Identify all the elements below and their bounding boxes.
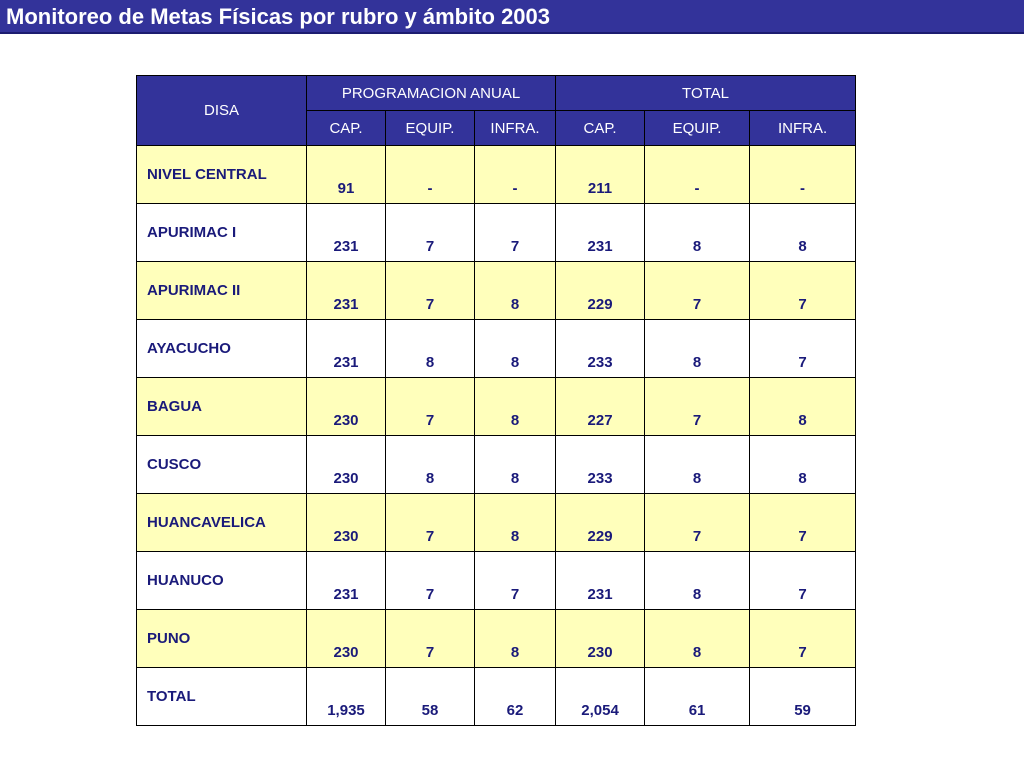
column-header-total: TOTAL [555, 75, 857, 111]
table-cell: 231 [555, 203, 646, 262]
table-cell: 7 [644, 377, 751, 436]
table-cell: 8 [473, 435, 557, 494]
table-row: HUANUCO 231 7 7 231 8 7 [136, 551, 857, 610]
table-cell: 1,935 [306, 667, 386, 726]
column-header-total-infra: INFRA. [749, 110, 857, 146]
header-row-groups: DISA PROGRAMACION ANUAL TOTAL [136, 75, 857, 146]
table-cell: - [473, 145, 557, 204]
row-label-disa: APURIMAC II [136, 261, 307, 320]
column-header-programacion-anual: PROGRAMACION ANUAL [305, 75, 557, 111]
table-cell: 2,054 [555, 667, 646, 726]
table-cell: 8 [473, 261, 557, 320]
column-header-total-equip: EQUIP. [644, 110, 751, 146]
table-cell: 230 [555, 609, 646, 668]
table-cell: 59 [749, 667, 857, 726]
table-cell: 211 [555, 145, 646, 204]
table-cell: 7 [385, 551, 475, 610]
table-cell: 61 [644, 667, 751, 726]
table-cell: 8 [644, 319, 751, 378]
table-cell: 7 [644, 493, 751, 552]
column-header-infra: INFRA. [473, 110, 557, 146]
table-row: NIVEL CENTRAL 91- -211- - [136, 145, 857, 204]
table-cell: - [749, 145, 857, 204]
table-row: TOTAL 1,935 58 62 2,054 61 59 [136, 667, 857, 726]
table-cell: 8 [473, 319, 557, 378]
table-cell: 8 [473, 377, 557, 436]
table-cell: 231 [306, 551, 386, 610]
table-row: HUANCAVELICA 230 7 8 229 7 7 [136, 493, 857, 552]
table-cell: 7 [385, 261, 475, 320]
table-cell: 7 [473, 551, 557, 610]
row-label-disa: PUNO [136, 609, 307, 668]
table-row: APURIMAC II 231 7 8 229 7 7 [136, 261, 857, 320]
row-label-disa: CUSCO [136, 435, 307, 494]
table-cell: 8 [385, 319, 475, 378]
table-cell: 8 [473, 493, 557, 552]
metas-table: DISA PROGRAMACION ANUAL TOTAL CAP. EQUIP… [136, 75, 857, 726]
row-label-disa: APURIMAC I [136, 203, 307, 262]
table-cell: 7 [385, 609, 475, 668]
table-cell: 8 [644, 551, 751, 610]
table-cell: 7 [473, 203, 557, 262]
title-bar: Monitoreo de Metas Físicas por rubro y á… [0, 0, 1024, 34]
table-cell: 7 [385, 203, 475, 262]
table-body: NIVEL CENTRAL 91- -211- - APURIMAC I 231 7 7 231… [136, 145, 857, 726]
table-cell: 62 [473, 667, 557, 726]
row-label-disa: HUANUCO [136, 551, 307, 610]
table-cell: 7 [749, 551, 857, 610]
table-cell: 8 [749, 203, 857, 262]
row-label-disa: NIVEL CENTRAL [136, 145, 307, 204]
table-cell: 8 [644, 609, 751, 668]
table-cell: 7 [385, 493, 475, 552]
column-header-total-cap: CAP. [555, 110, 646, 146]
table-cell: 229 [555, 493, 646, 552]
page-title: Monitoreo de Metas Físicas por rubro y á… [6, 4, 551, 29]
table-cell: 230 [306, 377, 386, 436]
table-cell: 7 [644, 261, 751, 320]
table-cell: 231 [306, 203, 386, 262]
header-row-subcolumns: CAP. EQUIP. INFRA. CAP. EQUIP. INFRA. [137, 110, 857, 146]
table-row: BAGUA 230 7 8 227 7 8 [136, 377, 857, 436]
table-cell: 8 [749, 435, 857, 494]
table-cell: - [385, 145, 475, 204]
table-cell: 7 [749, 261, 857, 320]
table-cell: 7 [749, 609, 857, 668]
row-label-disa: BAGUA [136, 377, 307, 436]
table-row: AYACUCHO 231 8 8 233 8 7 [136, 319, 857, 378]
table-cell: 230 [306, 493, 386, 552]
table-cell: 233 [555, 319, 646, 378]
table-cell: 8 [385, 435, 475, 494]
table-cell: 230 [306, 609, 386, 668]
table-row: APURIMAC I 231 7 7 231 8 8 [136, 203, 857, 262]
table-cell: 91 [306, 145, 386, 204]
table-cell: 7 [749, 319, 857, 378]
table-row: CUSCO 230 8 8 233 8 8 [136, 435, 857, 494]
table-cell: 58 [385, 667, 475, 726]
column-header-equip: EQUIP. [385, 110, 475, 146]
table-cell: 227 [555, 377, 646, 436]
row-label-disa: TOTAL [136, 667, 307, 726]
table-cell: 229 [555, 261, 646, 320]
table-cell: 231 [306, 261, 386, 320]
table-cell: 7 [749, 493, 857, 552]
table-cell: 8 [644, 435, 751, 494]
table-cell: 231 [306, 319, 386, 378]
column-header-disa: DISA [136, 75, 307, 146]
table-cell: 7 [385, 377, 475, 436]
table-cell: 230 [306, 435, 386, 494]
table-cell: 8 [749, 377, 857, 436]
table-cell: 233 [555, 435, 646, 494]
table-cell: 231 [555, 551, 646, 610]
table-cell: - [644, 145, 751, 204]
table-cell: 8 [473, 609, 557, 668]
column-header-cap: CAP. [306, 110, 386, 146]
table-cell: 8 [644, 203, 751, 262]
row-label-disa: AYACUCHO [136, 319, 307, 378]
table-row: PUNO 230 7 8 230 8 7 [136, 609, 857, 668]
row-label-disa: HUANCAVELICA [136, 493, 307, 552]
